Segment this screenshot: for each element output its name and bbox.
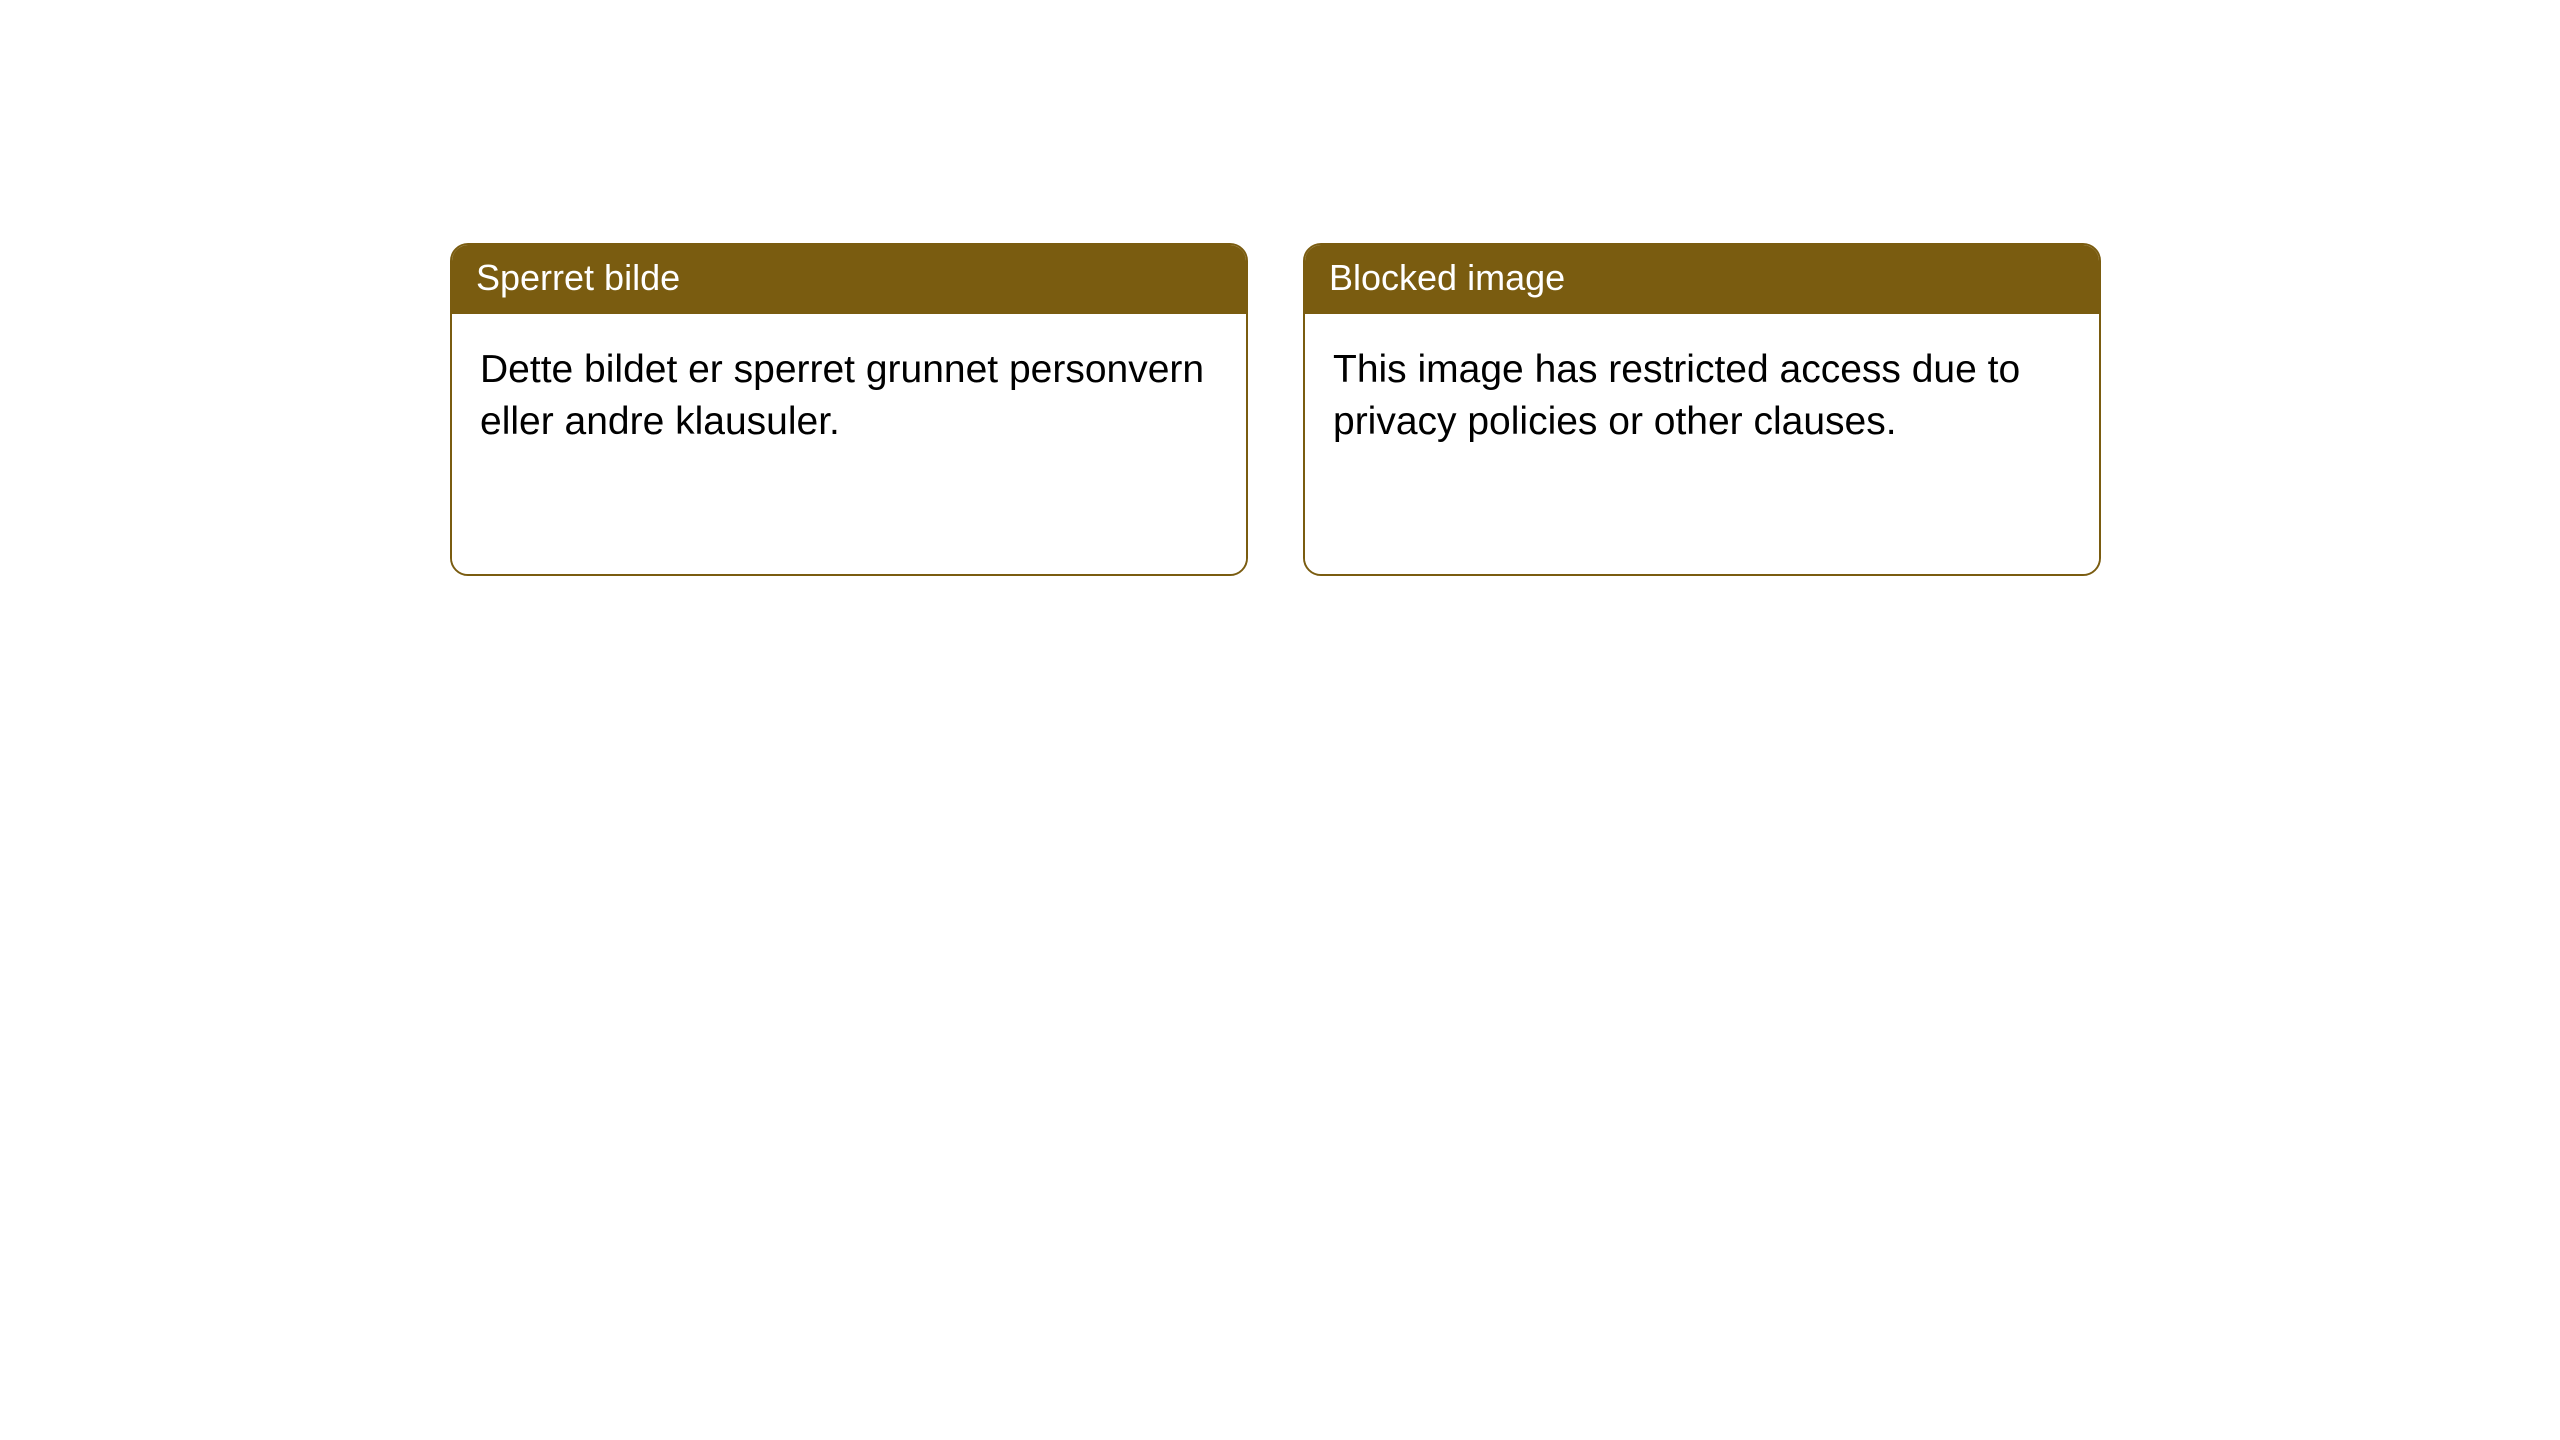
card-header-norwegian: Sperret bilde bbox=[452, 245, 1246, 314]
card-body-norwegian: Dette bildet er sperret grunnet personve… bbox=[452, 314, 1246, 574]
blocked-image-card-norwegian: Sperret bilde Dette bildet er sperret gr… bbox=[450, 243, 1248, 576]
blocked-image-cards-container: Sperret bilde Dette bildet er sperret gr… bbox=[0, 0, 2560, 576]
blocked-image-card-english: Blocked image This image has restricted … bbox=[1303, 243, 2101, 576]
card-header-english: Blocked image bbox=[1305, 245, 2099, 314]
card-body-english: This image has restricted access due to … bbox=[1305, 314, 2099, 574]
